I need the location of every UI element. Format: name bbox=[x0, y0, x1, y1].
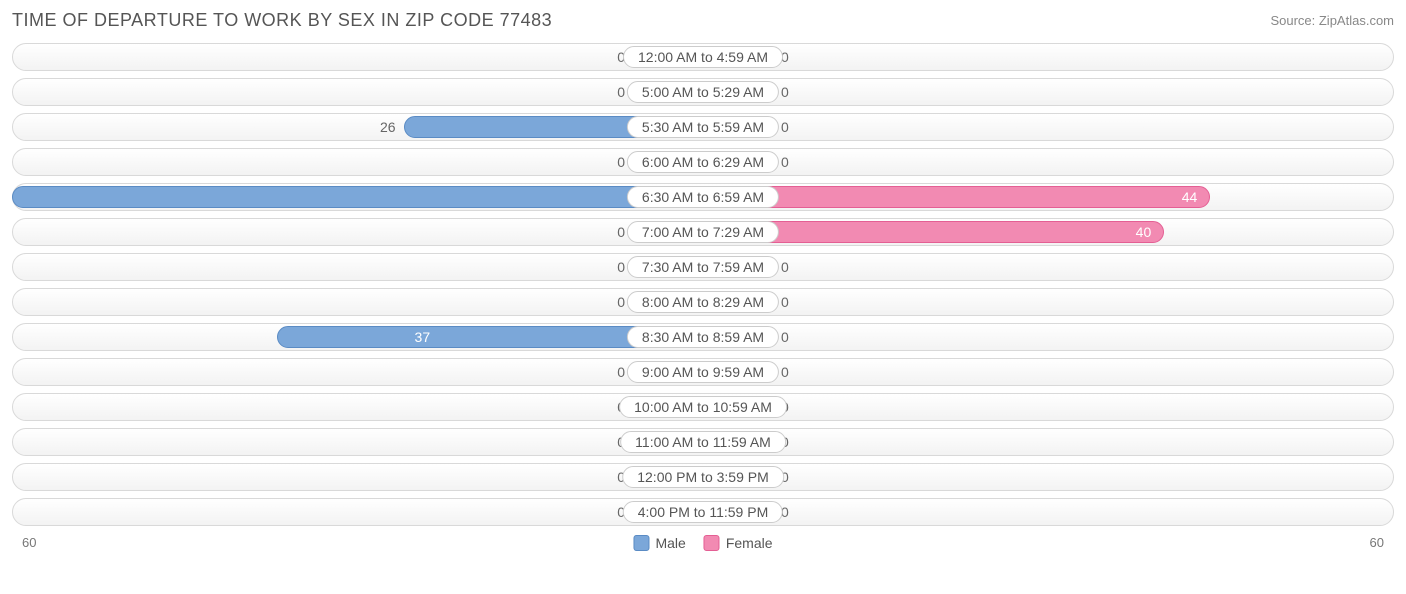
category-label: 5:30 AM to 5:59 AM bbox=[627, 116, 779, 138]
legend-male: Male bbox=[633, 535, 685, 551]
chart-row: 0 07:30 AM to 7:59 AM bbox=[12, 253, 1394, 281]
male-value: 0 bbox=[617, 154, 625, 170]
legend: Male Female bbox=[633, 535, 772, 551]
male-value: 0 bbox=[617, 294, 625, 310]
male-value: 0 bbox=[617, 84, 625, 100]
axis-max-left: 60 bbox=[22, 535, 36, 550]
legend-female: Female bbox=[704, 535, 773, 551]
chart-row: 37 08:30 AM to 8:59 AM bbox=[12, 323, 1394, 351]
female-value: 0 bbox=[781, 259, 789, 275]
chart-row: 26 05:30 AM to 5:59 AM bbox=[12, 113, 1394, 141]
source-label: Source: ZipAtlas.com bbox=[1270, 13, 1394, 28]
category-label: 7:30 AM to 7:59 AM bbox=[627, 256, 779, 278]
chart-row: 60446:30 AM to 6:59 AM bbox=[12, 183, 1394, 211]
chart-row: 0 08:00 AM to 8:29 AM bbox=[12, 288, 1394, 316]
chart-title: TIME OF DEPARTURE TO WORK BY SEX IN ZIP … bbox=[12, 10, 552, 31]
chart-row: 0 05:00 AM to 5:29 AM bbox=[12, 78, 1394, 106]
chart-body: 0012:00 AM to 4:59 AM005:00 AM to 5:29 A… bbox=[12, 43, 1394, 526]
axis-max-right: 60 bbox=[1370, 535, 1384, 550]
male-value: 0 bbox=[617, 224, 625, 240]
chart-row: 0012:00 AM to 4:59 AM bbox=[12, 43, 1394, 71]
chart-row: 0 06:00 AM to 6:29 AM bbox=[12, 148, 1394, 176]
category-label: 10:00 AM to 10:59 AM bbox=[619, 396, 787, 418]
female-value: 0 bbox=[781, 154, 789, 170]
male-value: 0 bbox=[617, 259, 625, 275]
female-bar bbox=[703, 186, 1210, 208]
female-value: 44 bbox=[1182, 189, 1198, 205]
category-label: 9:00 AM to 9:59 AM bbox=[627, 361, 779, 383]
chart-container: TIME OF DEPARTURE TO WORK BY SEX IN ZIP … bbox=[0, 0, 1406, 594]
category-label: 5:00 AM to 5:29 AM bbox=[627, 81, 779, 103]
chart-row: 0 09:00 AM to 9:59 AM bbox=[12, 358, 1394, 386]
male-value: 37 bbox=[415, 329, 431, 345]
male-value: 26 bbox=[380, 119, 396, 135]
category-label: 12:00 PM to 3:59 PM bbox=[622, 466, 784, 488]
swatch-female bbox=[704, 535, 720, 551]
chart-row: 004:00 PM to 11:59 PM bbox=[12, 498, 1394, 526]
male-value: 0 bbox=[617, 364, 625, 380]
female-value: 0 bbox=[781, 119, 789, 135]
chart-footer: 60 Male Female 60 bbox=[12, 533, 1394, 559]
category-label: 11:00 AM to 11:59 AM bbox=[620, 431, 786, 453]
category-label: 12:00 AM to 4:59 AM bbox=[623, 46, 783, 68]
legend-female-label: Female bbox=[726, 535, 773, 551]
category-label: 8:00 AM to 8:29 AM bbox=[627, 291, 779, 313]
category-label: 4:00 PM to 11:59 PM bbox=[623, 501, 783, 523]
female-value: 0 bbox=[781, 84, 789, 100]
female-value: 40 bbox=[1136, 224, 1152, 240]
chart-row: 0012:00 PM to 3:59 PM bbox=[12, 463, 1394, 491]
male-bar bbox=[12, 186, 703, 208]
category-label: 6:30 AM to 6:59 AM bbox=[627, 186, 779, 208]
female-value: 0 bbox=[781, 329, 789, 345]
legend-male-label: Male bbox=[655, 535, 685, 551]
chart-row: 0010:00 AM to 10:59 AM bbox=[12, 393, 1394, 421]
chart-row: 0011:00 AM to 11:59 AM bbox=[12, 428, 1394, 456]
female-value: 0 bbox=[781, 364, 789, 380]
header: TIME OF DEPARTURE TO WORK BY SEX IN ZIP … bbox=[12, 10, 1394, 31]
category-label: 6:00 AM to 6:29 AM bbox=[627, 151, 779, 173]
swatch-male bbox=[633, 535, 649, 551]
category-label: 8:30 AM to 8:59 AM bbox=[627, 326, 779, 348]
chart-row: 0 40 7:00 AM to 7:29 AM bbox=[12, 218, 1394, 246]
female-value: 0 bbox=[781, 294, 789, 310]
category-label: 7:00 AM to 7:29 AM bbox=[627, 221, 779, 243]
